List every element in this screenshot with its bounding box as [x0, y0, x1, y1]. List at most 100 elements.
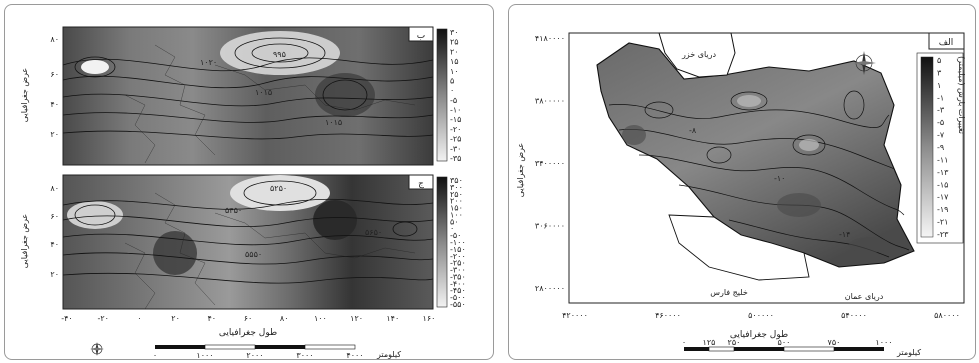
colorbar-label: -۳۵۰ — [450, 272, 466, 281]
y-tick-label: ۳۰۶۰۰۰۰ — [535, 222, 565, 231]
iran-dark-patches — [622, 125, 889, 253]
scalebar-label: ۳۰۰۰ — [296, 351, 313, 359]
top-contour-label-3: ۹۹۵ — [273, 50, 286, 59]
x-tick-label: ۴۶۰۰۰۰ — [655, 311, 681, 320]
right-panel-label-box — [928, 32, 965, 50]
scalebar-label: ۱۲۵ — [703, 338, 716, 347]
bottom-map-trough-area — [313, 200, 357, 240]
top-ytick-80: ۸۰ — [50, 35, 59, 44]
colorbar-label: ۲۵ — [450, 38, 459, 47]
bottom-contour-label-3: ۵۶۵۰ — [365, 228, 382, 237]
colorbar-label: -۴۰۰ — [450, 279, 466, 288]
top-map: ۱۰۲۰ ۱۰۱۵ ۹۹۵ ۱۰۱۵ ب ۸۰ ۶۰ ۴۰ ۲۰ عرض جغر… — [20, 26, 461, 166]
left-x-ticks: -۴۰ -۲۰ ۰ ۲۰ ۴۰ ۶۰ ۸۰ ۱۰۰ ۱۲۰ ۱۴۰ ۱۶۰ — [61, 314, 435, 323]
x-tick-label: ۱۴۰ — [386, 314, 399, 323]
bottom-contour-label-4: ۵۵۵۰ — [245, 250, 262, 259]
top-contour-label-2: ۱۰۱۵ — [255, 88, 272, 97]
top-contour-label-1: ۱۰۲۰ — [200, 58, 217, 67]
top-ytick-60: ۶۰ — [50, 70, 59, 79]
colorbar-label: -۲۰ — [450, 125, 461, 134]
right-x-axis-label: طول جغرافیایی — [730, 330, 788, 340]
right-panel-label: الف — [939, 38, 954, 48]
scalebar-label: ۰ — [153, 351, 157, 359]
y-tick-label: ۳۸۰۰۰۰۰ — [535, 97, 565, 106]
legend-value: ۵ — [937, 56, 941, 65]
bottom-ytick-40: ۴۰ — [50, 240, 59, 249]
x-tick-label: ۸۰ — [280, 314, 289, 323]
scalebar-label: ۲۰۰۰ — [246, 351, 263, 359]
bottom-panel-label-box — [408, 174, 434, 190]
legend-value: -۹ — [937, 143, 944, 152]
bottom-map: ۵۴۵۰ ۵۲۵۰ ۵۶۵۰ ۵۵۵۰ ج ۸۰ ۶۰ ۴۰ ۲۰ عرض جغ… — [20, 174, 466, 310]
x-tick-label: -۲۰ — [97, 314, 108, 323]
colorbar-label: -۵۰ — [450, 231, 461, 240]
left-scalebar-unit: کیلومتر — [376, 350, 401, 359]
bottom-panel-label: ج — [418, 179, 424, 189]
right-figure-panel: دریای خزر خلیج فارس دریای عمان -۸ -۱۰ -۱… — [508, 4, 976, 360]
left-figure-panel: ۱۰۲۰ ۱۰۱۵ ۹۹۵ ۱۰۱۵ ب ۸۰ ۶۰ ۴۰ ۲۰ عرض جغر… — [4, 4, 494, 360]
legend-value: -۱۱ — [937, 155, 948, 164]
colorbar-label: ۱۰۰ — [450, 210, 463, 219]
legend-values: ۵ ۳ ۱ -۱ -۳ -۵ -۷ -۹ -۱۱ -۱۳ -۱۵ -۱۷ -۱۹ -۲۱ -۲۳ — [937, 56, 949, 239]
colorbar-label: ۲۵۰ — [450, 190, 463, 199]
colorbar-label: -۵ — [450, 96, 457, 105]
x-tick-label: ۵۰۰۰۰۰ — [748, 311, 774, 320]
scalebar-label: ۵۰۰ — [778, 338, 791, 347]
oman-sea-label: دریای عمان — [845, 292, 884, 301]
bottom-map-high-area — [230, 175, 330, 211]
bottom-colorbar-labels: ۳۵۰۳۰۰۲۵۰۲۰۰۱۵۰۱۰۰۵۰۰-۵۰-۱۰۰-۱۵۰-۲۰۰-۲۵۰… — [450, 176, 466, 309]
legend-value: -۱ — [937, 93, 944, 102]
colorbar-label: -۳۰۰ — [450, 266, 466, 275]
caspian-sea-label: دریای خزر — [681, 50, 717, 59]
scalebar-label: ۴۰۰۰ — [346, 351, 363, 359]
colorbar-label: -۱۵۰ — [450, 245, 466, 254]
persian-gulf-shape — [668, 214, 810, 281]
x-tick-label: ۱۲۰ — [350, 314, 363, 323]
legend-color-ramp — [920, 56, 934, 238]
colorbar-label: -۱۵ — [450, 115, 461, 124]
x-tick-label: ۴۰ — [208, 314, 217, 323]
colorbar-label: -۴۵۰ — [450, 286, 466, 295]
colorbar-label: ۳۰ — [450, 28, 459, 37]
contour-label-2: -۱۰ — [774, 174, 785, 183]
colorbar-label: ۵ — [450, 76, 454, 85]
right-scalebar-labels: ۰ ۱۲۵ ۲۵۰ ۵۰۰ ۷۵۰ ۱۰۰۰ — [682, 338, 893, 347]
top-panel-label-box — [408, 26, 434, 42]
left-figure-svg: ۱۰۲۰ ۱۰۱۵ ۹۹۵ ۱۰۱۵ ب ۸۰ ۶۰ ۴۰ ۲۰ عرض جغر… — [20, 26, 466, 359]
left-x-axis-label: طول جغرافیایی — [219, 328, 277, 338]
colorbar-label: ۲۰۰ — [450, 197, 463, 206]
bottom-ytick-80: ۸۰ — [50, 184, 59, 193]
scalebar-label: ۲۵۰ — [728, 338, 741, 347]
bottom-colorbar — [436, 176, 448, 308]
legend-value: -۱۵ — [937, 180, 948, 189]
bottom-y-axis-label: عرض جغرافیایی — [20, 214, 29, 268]
colorbar-label: ۱۰ — [450, 67, 459, 76]
colorbar-label: -۵۰۰ — [450, 293, 466, 302]
scalebar-label: ۰ — [682, 338, 686, 347]
top-ytick-20: ۲۰ — [50, 130, 59, 139]
x-tick-label: ۰ — [137, 314, 141, 323]
colorbar-label: ۵۰ — [450, 217, 459, 226]
top-y-axis-label: عرض جغرافیایی — [20, 68, 29, 122]
legend-value: -۱۷ — [937, 193, 949, 202]
x-tick-label: ۱۰۰ — [314, 314, 327, 323]
bottom-contour-label-2: ۵۲۵۰ — [270, 184, 287, 193]
x-tick-label: ۵۸۰۰۰۰ — [934, 311, 960, 320]
colorbar-label: ۰ — [450, 86, 454, 95]
bottom-map-contours — [62, 180, 434, 284]
right-y-axis-label: عرض جغرافیایی — [516, 143, 525, 197]
right-compass-icon — [852, 51, 876, 75]
bottom-ytick-60: ۶۰ — [50, 212, 59, 221]
x-tick-label: ۲۰ — [171, 314, 180, 323]
colorbar-label: -۳۰ — [450, 144, 461, 153]
scalebar-label: ۷۵۰ — [828, 338, 841, 347]
scalebar-label: ۱۰۰۰ — [875, 338, 892, 347]
scalebar-label: ۱۰۰۰ — [196, 351, 213, 359]
x-tick-label: ۵۴۰۰۰۰ — [841, 311, 867, 320]
left-compass-icon — [90, 342, 104, 356]
right-scalebar — [684, 346, 884, 352]
legend-value: -۱۳ — [937, 168, 949, 177]
colorbar-label: ۳۵۰ — [450, 176, 463, 185]
contour-label-1: -۸ — [689, 126, 697, 135]
